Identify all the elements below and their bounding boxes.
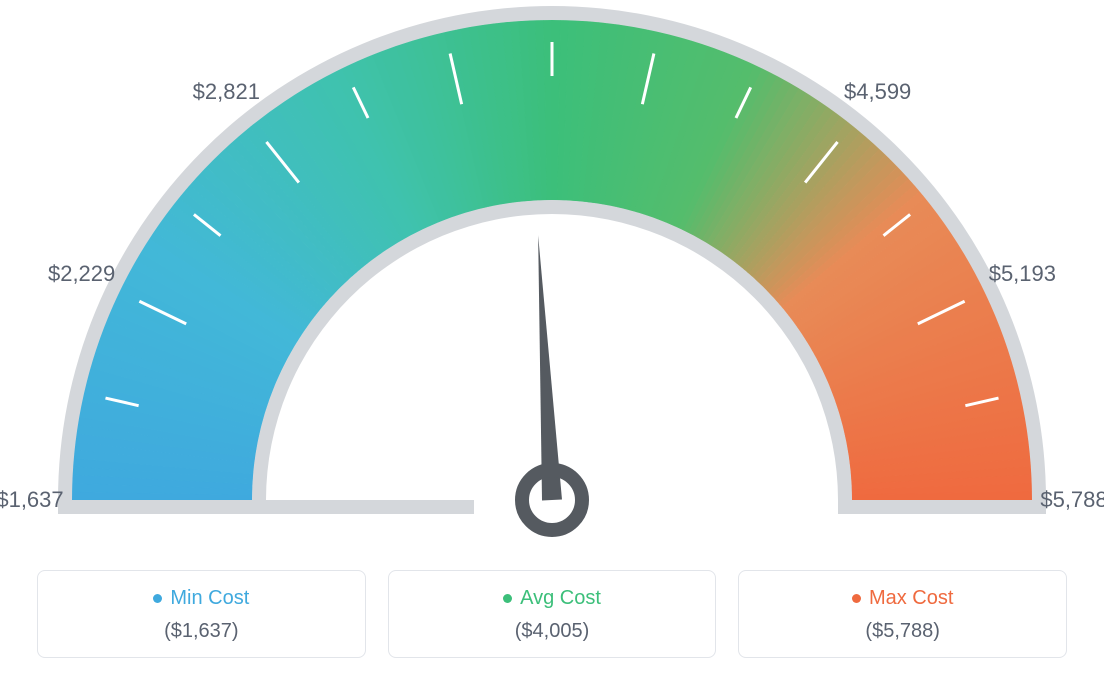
legend-title-avg: Avg Cost bbox=[503, 587, 601, 610]
legend-title-text: Max Cost bbox=[869, 587, 953, 610]
gauge-chart: $1,637$2,229$2,821$4,005$4,599$5,193$5,7… bbox=[0, 0, 1104, 560]
legend-title-min: Min Cost bbox=[153, 587, 249, 610]
legend-value-min: ($1,637) bbox=[38, 620, 365, 643]
legend-title-text: Avg Cost bbox=[520, 587, 601, 610]
legend-value-avg: ($4,005) bbox=[389, 620, 716, 643]
legend-title-max: Max Cost bbox=[852, 587, 953, 610]
gauge-tick-label: $2,229 bbox=[48, 261, 115, 287]
dot-icon bbox=[503, 594, 512, 603]
legend-row: Min Cost ($1,637) Avg Cost ($4,005) Max … bbox=[37, 570, 1067, 658]
dot-icon bbox=[153, 594, 162, 603]
gauge-svg bbox=[0, 0, 1104, 560]
gauge-tick-label: $5,788 bbox=[1040, 487, 1104, 513]
legend-card-min: Min Cost ($1,637) bbox=[37, 570, 366, 658]
legend-card-avg: Avg Cost ($4,005) bbox=[388, 570, 717, 658]
gauge-tick-label: $4,599 bbox=[844, 79, 911, 105]
gauge-tick-label: $2,821 bbox=[193, 79, 260, 105]
gauge-tick-label: $5,193 bbox=[989, 261, 1056, 287]
dot-icon bbox=[852, 594, 861, 603]
gauge-tick-label: $1,637 bbox=[0, 487, 64, 513]
legend-title-text: Min Cost bbox=[170, 587, 249, 610]
legend-card-max: Max Cost ($5,788) bbox=[738, 570, 1067, 658]
legend-value-max: ($5,788) bbox=[739, 620, 1066, 643]
